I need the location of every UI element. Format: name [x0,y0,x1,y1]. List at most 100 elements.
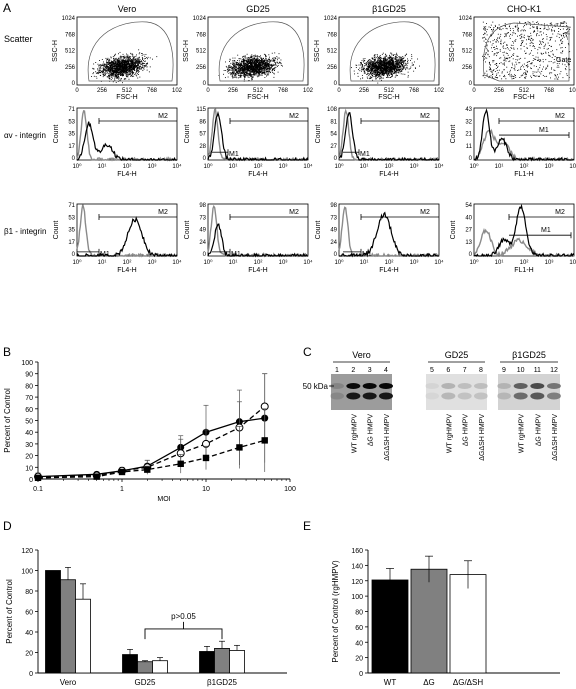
scatter-event [257,59,259,61]
scatter-event [504,58,506,60]
panel-letter-d: D [3,519,12,533]
scatter-event [270,60,272,62]
scatter-event [378,68,380,70]
scatter-event [109,68,111,70]
scatter-event [254,68,256,70]
scatter-event [381,62,383,64]
scatter-event [255,68,257,69]
scatter-event [243,79,245,81]
scatter-event [269,70,271,72]
scatter-event [100,67,102,69]
scatter-event [132,64,134,66]
scatter-event [258,72,260,74]
scatter-event [411,64,413,66]
scatter-event [114,79,116,81]
scatter-event [243,74,245,75]
scatter-event [138,61,140,63]
scatter-event [117,70,119,72]
scatter-event [381,70,383,72]
scatter-event [388,74,390,76]
scatter-event [365,68,367,70]
scatter-event [112,72,114,74]
scatter-event [120,79,122,81]
scatter-event [398,69,400,71]
scatter-event [361,69,363,71]
scatter-event [131,60,133,62]
scatter-event [376,65,378,67]
scatter-event [263,64,265,66]
scatter-event [370,61,372,62]
scatter-event [393,58,395,60]
scatter-event [232,75,234,77]
scatter-event [225,65,227,67]
scatter-event [272,63,274,65]
scatter-event [118,58,120,59]
scatter-event [397,69,399,71]
scatter-event [391,68,393,70]
scatter-event [120,74,122,76]
scatter-event [258,63,260,65]
scatter-event [370,77,372,79]
scatter-event [363,68,365,69]
scatter-event [251,74,253,76]
scatter-event [267,61,269,63]
scatter-event [138,67,140,68]
scatter-event [248,75,250,76]
scatter-event [497,65,499,67]
scatter-event [381,70,383,72]
scatter-event [120,55,122,57]
scatter-event [124,67,125,68]
scatter-event [359,70,361,72]
scatter-event [266,67,268,69]
scatter-event [367,77,369,79]
scatter-event [132,59,134,61]
scatter-event [130,56,132,58]
scatter-event [402,57,404,59]
scatter-event [235,72,236,74]
scatter-event [122,72,124,74]
scatter-event [141,52,143,54]
scatter-event [369,67,371,69]
xtick-label: 768 [147,88,158,94]
scatter-event [261,61,263,63]
scatter-event [129,72,131,74]
scatter-event [389,64,391,65]
scatter-event [95,72,97,74]
scatter-event [257,61,259,63]
scatter-event [266,71,268,73]
scatter-event [371,68,373,70]
scatter-event [382,62,384,64]
scatter-event [229,58,231,60]
scatter-event [355,67,357,68]
scatter-event [236,71,238,72]
scatter-event [390,64,392,66]
scatter-event [257,68,259,70]
scatter-event [261,59,263,61]
y-axis-label: SSC-H [183,40,190,62]
scatter-event [257,72,259,74]
scatter-event [118,62,120,63]
scatter-event [369,70,371,72]
scatter-event [253,57,255,59]
scatter-event [370,70,372,72]
scatter-event [385,59,387,61]
scatter-event [136,70,138,72]
panel-letter-c: C [303,345,312,359]
panel-letter-a: A [3,1,11,15]
scatter-event [248,63,250,64]
scatter-event [260,58,262,60]
scatter-event [251,70,253,72]
scatter-event [374,66,376,68]
scatter-event [224,77,226,79]
scatter-event [380,73,382,74]
scatter-event [241,69,243,70]
scatter-event [378,74,380,76]
scatter-event [126,58,128,60]
scatter-event [381,72,383,74]
scatter-event [569,26,571,28]
scatter-event [111,64,113,66]
scatter-event [392,61,394,62]
scatter-event [137,68,139,70]
scatter-event [120,65,122,66]
scatter-event [260,59,262,61]
